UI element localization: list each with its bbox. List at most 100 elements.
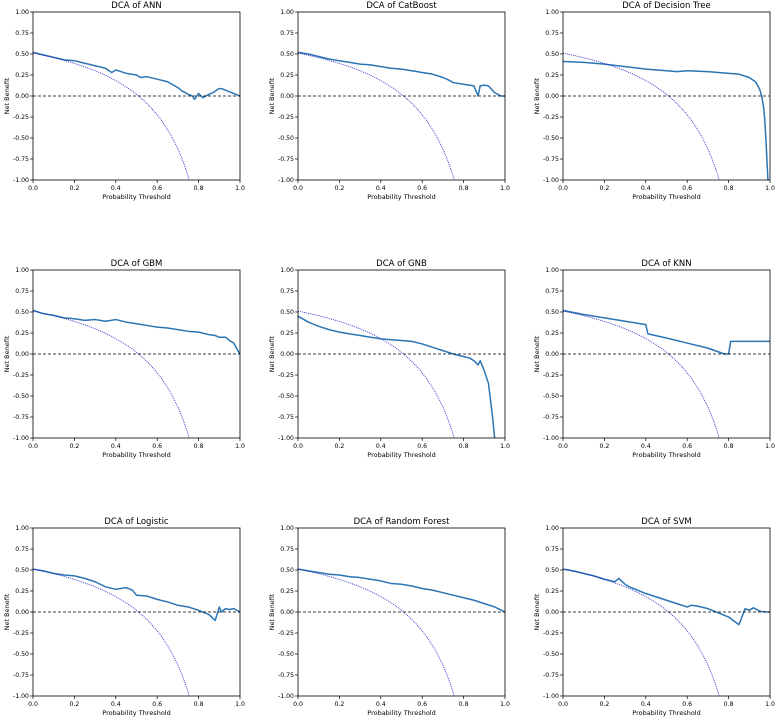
y-tick-label: 0.25 xyxy=(15,588,29,595)
x-axis-label: Probability Threshold xyxy=(367,709,435,717)
plot-frame xyxy=(297,269,506,439)
chart-panel-5: DCA of GNB 0.0 0.2 0.4 0.6 0.8 1.0 1.00 0.75 0.50… xyxy=(268,259,510,459)
y-tick-label: 0.75 xyxy=(280,288,294,295)
x-tick-label: 0.8 xyxy=(459,701,469,708)
model-net-benefit-line xyxy=(33,568,240,622)
model-net-benefit-line xyxy=(563,60,769,180)
model-net-benefit-line xyxy=(33,51,240,101)
y-tick-label: -0.75 xyxy=(278,414,294,421)
x-tick-label: 0.2 xyxy=(334,701,344,708)
x-tick-label: 0.2 xyxy=(69,701,79,708)
y-tick-label: -1.00 xyxy=(543,177,559,184)
y-tick-label: 0.75 xyxy=(15,546,29,553)
chart-title: DCA of GBM xyxy=(111,259,163,269)
model-net-benefit-line xyxy=(33,309,240,355)
x-tick-label: 0.4 xyxy=(111,701,121,708)
y-tick-label: 0.50 xyxy=(15,567,29,574)
y-tick-label: 0.25 xyxy=(280,72,294,79)
y-axis-label: Net Benefit xyxy=(533,77,541,114)
model-net-benefit-line xyxy=(298,568,505,613)
y-tick-label: 0.50 xyxy=(545,567,559,574)
y-tick-label: -0.75 xyxy=(543,156,559,163)
x-tick-label: 0.4 xyxy=(376,185,386,192)
y-tick-label: 0.50 xyxy=(280,51,294,58)
x-tick-label: 0.4 xyxy=(641,185,651,192)
chart-panel-3: DCA of Decision Tree 0.0 0.2 0.4 0.6 0.8 1.0 1.… xyxy=(533,1,775,201)
chart-panel-2: DCA of CatBoost 0.0 0.2 0.4 0.6 0.8 1.0 1.00 0.7… xyxy=(268,1,510,201)
y-tick-label: -1.00 xyxy=(278,435,294,442)
x-tick-label: 0.6 xyxy=(682,443,692,450)
y-tick-label: -0.25 xyxy=(278,114,294,121)
x-tick-label: 1.0 xyxy=(500,701,510,708)
y-tick-label: -1.00 xyxy=(543,435,559,442)
x-tick-label: 0.8 xyxy=(194,185,204,192)
y-tick-label: 0.75 xyxy=(545,546,559,553)
chart-panel-6: DCA of KNN 0.0 0.2 0.4 0.6 0.8 1.0 1.00 0.75 0.50… xyxy=(533,259,775,459)
x-tick-label: 0.6 xyxy=(682,701,692,708)
x-tick-label: 0.2 xyxy=(599,701,609,708)
y-tick-label: -1.00 xyxy=(13,435,29,442)
x-tick-label: 0.8 xyxy=(194,701,204,708)
y-tick-label: 0.00 xyxy=(280,609,294,616)
y-axis-label: Net Benefit xyxy=(268,77,276,114)
treat-all-line xyxy=(563,52,720,180)
treat-all-line xyxy=(298,52,455,180)
y-tick-label: -0.50 xyxy=(278,651,294,658)
y-tick-label: -0.50 xyxy=(13,393,29,400)
x-tick-label: 1.0 xyxy=(235,443,245,450)
x-tick-label: 1.0 xyxy=(500,443,510,450)
x-tick-label: 0.4 xyxy=(641,701,651,708)
y-tick-label: -0.75 xyxy=(278,156,294,163)
chart-title: DCA of Random Forest xyxy=(354,517,451,527)
x-tick-label: 0.8 xyxy=(724,185,734,192)
x-tick-label: 1.0 xyxy=(500,185,510,192)
y-tick-label: -0.25 xyxy=(543,630,559,637)
x-axis-label: Probability Threshold xyxy=(102,451,170,459)
y-tick-label: 0.00 xyxy=(545,93,559,100)
y-tick-label: 0.25 xyxy=(545,588,559,595)
plot-frame xyxy=(562,11,771,181)
chart-title: DCA of SVM xyxy=(641,517,691,527)
y-tick-label: 0.75 xyxy=(545,30,559,37)
y-tick-label: 0.50 xyxy=(545,309,559,316)
x-tick-label: 0.6 xyxy=(152,185,162,192)
y-tick-label: 0.00 xyxy=(545,609,559,616)
x-tick-label: 1.0 xyxy=(765,185,775,192)
y-tick-label: 0.50 xyxy=(15,51,29,58)
y-tick-label: -0.75 xyxy=(13,414,29,421)
y-tick-label: 1.00 xyxy=(15,525,29,532)
x-axis-label: Probability Threshold xyxy=(367,451,435,459)
y-tick-label: 1.00 xyxy=(280,267,294,274)
chart-title: DCA of CatBoost xyxy=(366,1,437,11)
x-tick-label: 0.2 xyxy=(599,185,609,192)
x-tick-label: 1.0 xyxy=(765,701,775,708)
x-tick-label: 0.4 xyxy=(641,443,651,450)
x-tick-label: 0.2 xyxy=(69,443,79,450)
chart-panel-9: DCA of SVM 0.0 0.2 0.4 0.6 0.8 1.0 1.00 0.75 0.50… xyxy=(533,517,775,717)
x-tick-label: 0.4 xyxy=(111,443,121,450)
y-axis-label: Net Benefit xyxy=(3,335,11,372)
y-tick-label: -0.25 xyxy=(13,114,29,121)
x-tick-label: 0.8 xyxy=(724,701,734,708)
treat-all-line xyxy=(33,310,190,438)
y-tick-label: 0.25 xyxy=(15,72,29,79)
y-tick-label: -0.25 xyxy=(278,372,294,379)
y-tick-label: -1.00 xyxy=(13,693,29,700)
y-axis-label: Net Benefit xyxy=(268,335,276,372)
y-tick-label: 0.00 xyxy=(15,93,29,100)
y-tick-label: -0.50 xyxy=(13,135,29,142)
y-tick-label: 1.00 xyxy=(15,267,29,274)
x-tick-label: 0.0 xyxy=(558,185,568,192)
x-tick-label: 0.0 xyxy=(558,701,568,708)
x-tick-label: 0.8 xyxy=(724,443,734,450)
model-net-benefit-line xyxy=(298,315,496,438)
x-tick-label: 0.6 xyxy=(682,185,692,192)
y-tick-label: 0.50 xyxy=(280,309,294,316)
chart-panel-8: DCA of Random Forest 0.0 0.2 0.4 0.6 0.8 1.0 1.… xyxy=(268,517,510,717)
treat-all-line xyxy=(33,52,190,180)
plot-frame xyxy=(32,527,241,697)
y-tick-label: 0.00 xyxy=(545,351,559,358)
x-tick-label: 0.2 xyxy=(334,443,344,450)
y-tick-label: 0.00 xyxy=(280,93,294,100)
